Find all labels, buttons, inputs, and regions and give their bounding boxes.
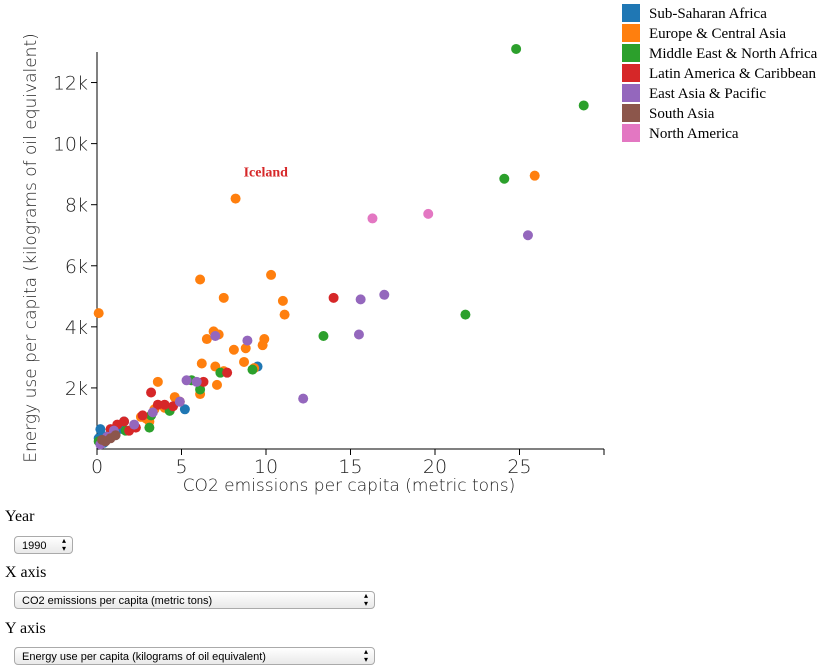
data-point-south-asia [110, 430, 121, 441]
y-tick-label: 2k [65, 378, 88, 400]
data-point-europe-central-asia [152, 376, 163, 387]
legend-swatch [622, 84, 640, 102]
data-point-latin-america-caribbean [328, 292, 339, 303]
legend: Sub-Saharan Africa Europe & Central Asia M… [622, 4, 818, 142]
data-point-east-asia-pacific [298, 393, 309, 404]
data-point-europe-central-asia [239, 356, 250, 367]
data-point-latin-america-caribbean [146, 387, 157, 398]
legend-label: Middle East & North Africa [649, 46, 818, 62]
data-point-east-asia-pacific [181, 375, 192, 386]
y-axis-label: Energy use per capita (kilograms of oil … [21, 33, 41, 463]
x-tick-label: 10 [254, 456, 278, 478]
data-point-latin-america-caribbean [137, 410, 148, 421]
data-point-latin-america-caribbean [222, 367, 233, 378]
data-point-sub-saharan-africa [179, 404, 190, 415]
data-point-sub-saharan-africa [95, 424, 106, 435]
data-point-europe-central-asia [257, 340, 268, 351]
data-point-middle-east-north-africa [195, 384, 206, 395]
data-point-east-asia-pacific [353, 329, 364, 340]
legend-swatch [622, 104, 640, 122]
data-point-europe-central-asia [266, 269, 277, 280]
data-point-east-asia-pacific [379, 289, 390, 300]
legend-swatch [622, 44, 640, 62]
data-point-europe-central-asia [93, 308, 104, 319]
select-arrows-icon: ▴ ▾ [363, 591, 368, 608]
data-point-east-asia-pacific [355, 294, 366, 305]
x-tick-label: 0 [91, 456, 103, 478]
data-point-middle-east-north-africa [144, 422, 155, 433]
data-point-middle-east-north-africa [499, 173, 510, 184]
y-axis-control-label: Y axis [5, 620, 46, 637]
select-arrows-icon: ▴ ▾ [61, 536, 66, 553]
scatter-chart: 0 5 10 15 20 25 2k 4k 6k 8k 10k 12k Iceland Energy u… [21, 4, 818, 496]
x-axis-select[interactable]: CO2 emissions per capita (metric tons) ▴… [14, 591, 375, 609]
data-point-latin-america-caribbean [159, 399, 170, 410]
x-axis-label: CO2 emissions per capita (metric tons) [183, 476, 516, 496]
legend-swatch [622, 24, 640, 42]
legend-label: North America [649, 126, 739, 142]
data-point-east-asia-pacific [210, 331, 221, 342]
data-point-europe-central-asia [279, 309, 290, 320]
legend-swatch [622, 124, 640, 142]
data-point-middle-east-north-africa [511, 43, 522, 54]
data-point-europe-central-asia [529, 170, 540, 181]
data-point-europe-central-asia [230, 193, 241, 204]
data-point-middle-east-north-africa [247, 364, 258, 375]
legend-swatch [622, 4, 640, 22]
legend-swatch [622, 64, 640, 82]
plot-area: 0 5 10 15 20 25 2k 4k 6k 8k 10k 12k Iceland [53, 43, 605, 478]
data-point-east-asia-pacific [191, 376, 202, 387]
legend-label: Latin America & Caribbean [649, 66, 817, 82]
data-point-europe-central-asia [218, 292, 229, 303]
legend-label: Sub-Saharan Africa [649, 6, 767, 22]
data-point-europe-central-asia [201, 334, 212, 345]
y-axis-select-value: Energy use per capita (kilograms of oil … [22, 651, 266, 663]
year-select-value: 1990 [22, 540, 47, 552]
data-point-europe-central-asia [195, 274, 206, 285]
data-point-europe-central-asia [228, 344, 239, 355]
data-point-europe-central-asia [277, 295, 288, 306]
data-point-europe-central-asia [196, 358, 207, 369]
data-point-east-asia-pacific [522, 230, 533, 241]
data-point-north-america [367, 213, 378, 224]
data-point-europe-central-asia [211, 379, 222, 390]
data-point-north-america [423, 208, 434, 219]
x-axis-select-value: CO2 emissions per capita (metric tons) [22, 595, 213, 607]
data-point-east-asia-pacific [147, 407, 158, 418]
y-tick-label: 8k [65, 195, 88, 217]
x-tick-label: 25 [507, 456, 531, 478]
data-point-south-asia [100, 436, 111, 447]
y-axis-select[interactable]: Energy use per capita (kilograms of oil … [14, 647, 375, 665]
data-point-middle-east-north-africa [460, 309, 471, 320]
data-point-east-asia-pacific [129, 419, 140, 430]
legend-label: South Asia [649, 106, 715, 122]
data-point-east-asia-pacific [174, 396, 185, 407]
y-tick-label: 4k [65, 317, 88, 339]
legend-label: Europe & Central Asia [649, 26, 786, 42]
data-point-middle-east-north-africa [318, 331, 329, 342]
y-tick-label: 12k [53, 73, 88, 95]
x-tick-label: 20 [423, 456, 447, 478]
y-tick-label: 10k [53, 134, 88, 156]
year-label: Year [5, 508, 35, 525]
x-tick-label: 5 [175, 456, 187, 478]
data-point-middle-east-north-africa [578, 100, 589, 111]
annotation-label: Iceland [244, 166, 289, 181]
select-arrows-icon: ▴ ▾ [363, 647, 368, 664]
data-point-europe-central-asia [240, 343, 251, 354]
x-tick-label: 15 [338, 456, 362, 478]
year-select[interactable]: 1990 ▴ ▾ [14, 536, 73, 554]
legend-label: East Asia & Pacific [649, 86, 766, 102]
y-tick-label: 6k [65, 256, 88, 278]
x-axis-control-label: X axis [5, 564, 47, 581]
data-point-east-asia-pacific [242, 335, 253, 346]
